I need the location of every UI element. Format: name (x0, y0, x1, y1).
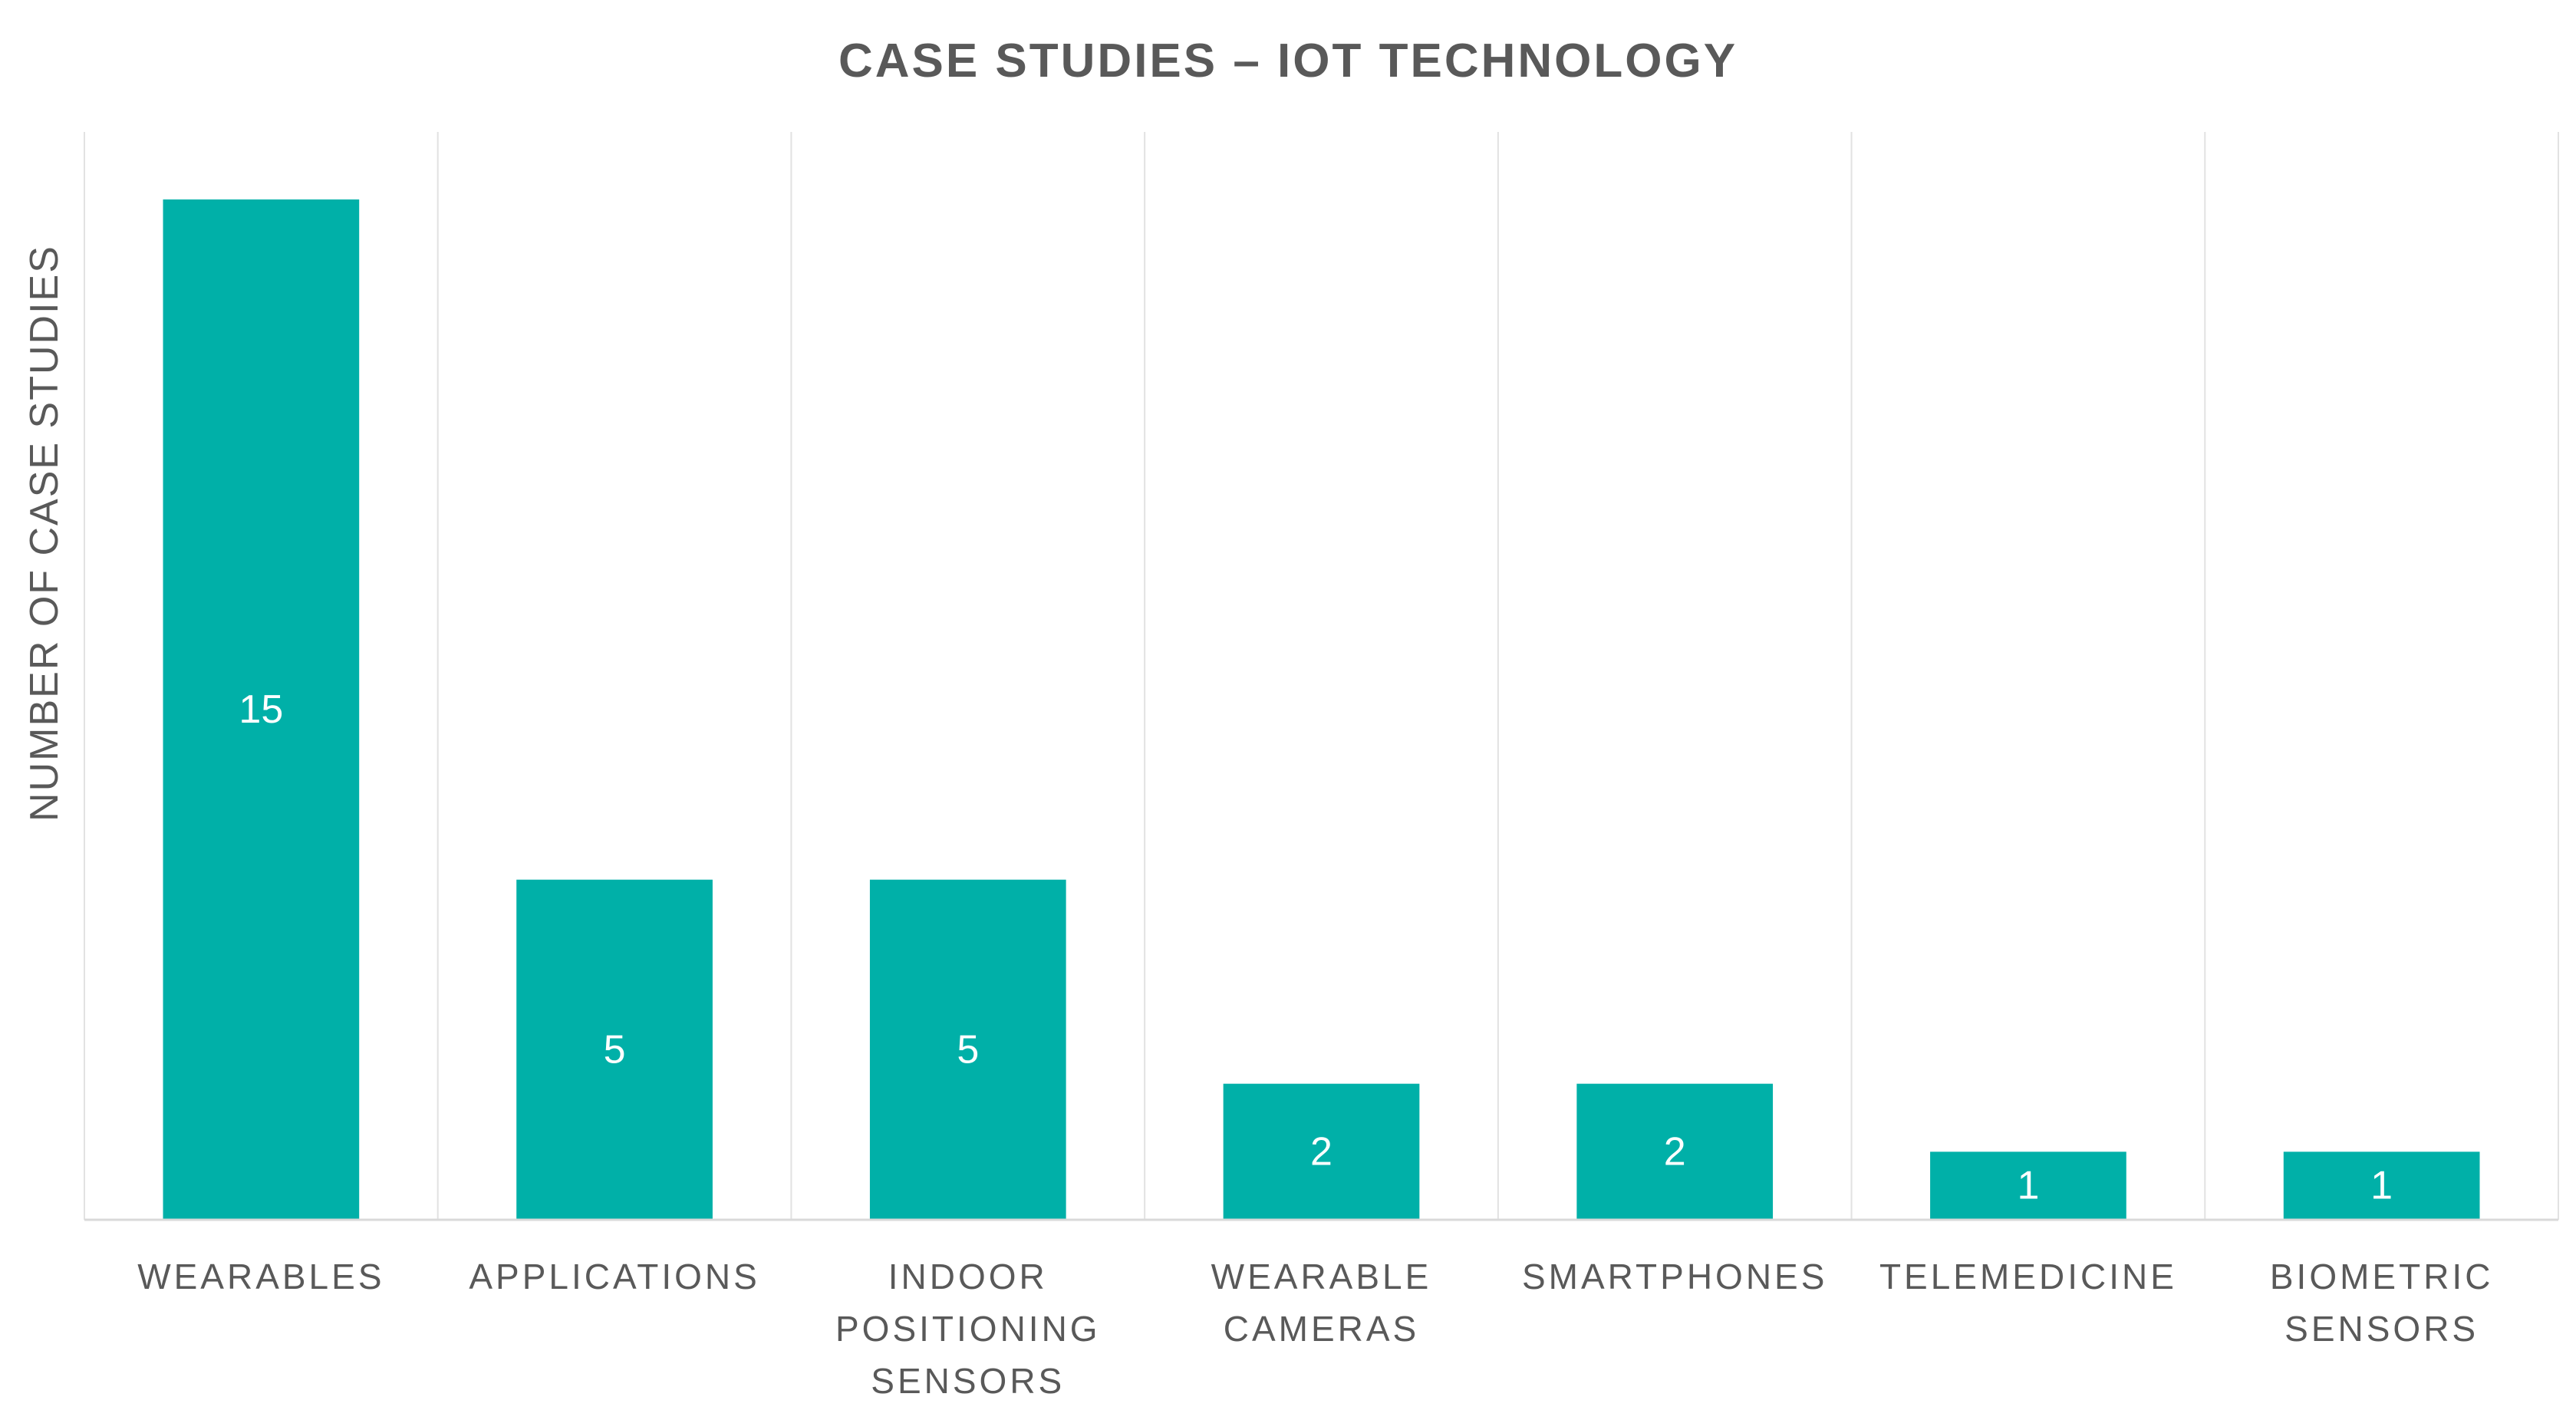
category-label: APPLICATIONS (469, 1257, 759, 1296)
data-label: 2 (1664, 1129, 1686, 1174)
data-label: 1 (2017, 1164, 2039, 1208)
category-labels: WEARABLES APPLICATIONS INDOOR POSITIONING SE… (137, 1257, 2494, 1401)
data-label: 2 (1310, 1129, 1332, 1174)
category-label: WEARABLES (137, 1257, 384, 1296)
category-label: BIOMETRIC SENSORS (2270, 1257, 2494, 1349)
bar (516, 879, 713, 1220)
data-label: 1 (2370, 1164, 2393, 1208)
category-label: WEARABLE CAMERAS (1211, 1257, 1432, 1349)
bar (2283, 1151, 2480, 1220)
bars (163, 199, 2480, 1220)
category-label: SMARTPHONES (1522, 1257, 1827, 1296)
bar (1223, 1083, 1420, 1220)
data-label: 5 (604, 1027, 626, 1072)
bar (163, 199, 360, 1220)
category-label: INDOOR POSITIONING SENSORS (835, 1257, 1101, 1401)
data-label: 15 (239, 687, 283, 732)
data-label: 5 (957, 1027, 979, 1072)
chart-title: CASE STUDIES – IOT TECHNOLOGY (838, 35, 1738, 87)
category-label: TELEMEDICINE (1879, 1257, 2177, 1296)
grid-lines (84, 132, 2559, 1220)
y-axis-title: NUMBER OF CASE STUDIES (22, 245, 67, 822)
data-labels: 15 5 5 2 2 1 1 (239, 687, 2393, 1208)
bar (1576, 1083, 1774, 1220)
bar (1930, 1151, 2126, 1220)
bar (869, 879, 1066, 1220)
